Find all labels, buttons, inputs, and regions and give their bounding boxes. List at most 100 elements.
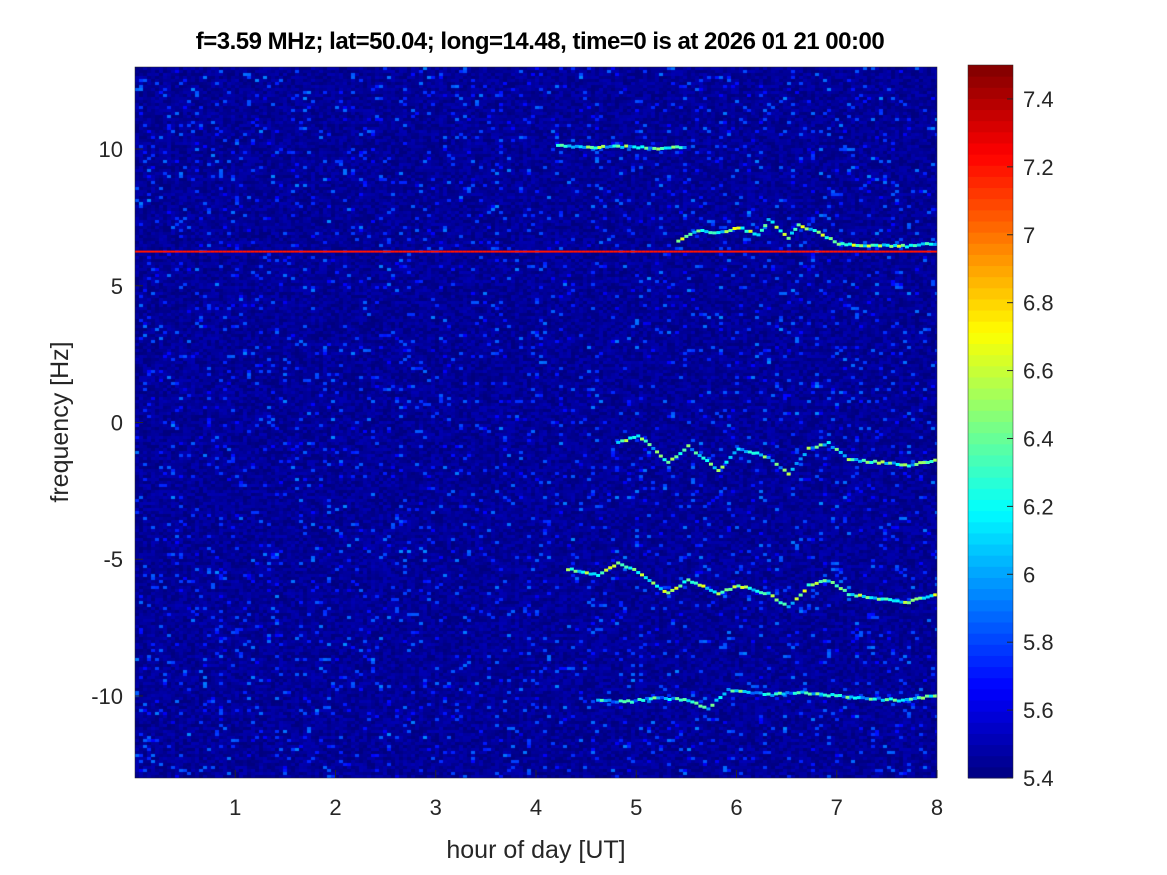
trace-cell <box>880 698 885 702</box>
y-tick-label: -5 <box>103 547 123 572</box>
trace-cell <box>640 573 645 577</box>
colorbar-step <box>968 109 1013 122</box>
trace-cell <box>601 250 606 253</box>
trace-cell <box>633 699 638 703</box>
trace-cell <box>744 229 749 233</box>
trace-cell <box>574 144 579 148</box>
trace-cell <box>628 144 633 148</box>
trace-cell <box>675 145 680 149</box>
trace-cell <box>378 250 383 253</box>
trace-cell <box>666 591 671 595</box>
trace-cell <box>334 250 339 253</box>
trace-cell <box>198 250 203 253</box>
trace-cell <box>821 250 826 253</box>
trace-cell <box>632 567 637 571</box>
trace-cell <box>206 250 211 253</box>
colorbar-step <box>968 633 1013 645</box>
trace-cell <box>751 451 756 455</box>
trace-cell <box>826 579 831 583</box>
trace-cell <box>807 692 812 696</box>
trace-cell <box>914 462 919 466</box>
trace-cell <box>698 704 703 708</box>
trace-cell <box>608 145 613 149</box>
trace-cell <box>736 584 741 588</box>
trace-cell <box>850 593 855 597</box>
trace-cell <box>834 447 839 451</box>
trace-cell <box>878 244 883 248</box>
trace-cell <box>770 594 775 598</box>
trace-cell <box>678 452 683 456</box>
trace-cell <box>648 697 653 701</box>
trace-cell <box>684 234 689 238</box>
trace-cell <box>790 467 795 471</box>
trace-cell <box>636 434 641 438</box>
trace-cell <box>154 250 159 253</box>
trace-cell <box>917 250 922 253</box>
trace-cell <box>849 695 854 699</box>
trace-cell <box>884 698 889 702</box>
trace-cell <box>230 250 235 253</box>
trace-cell <box>310 250 315 253</box>
trace-cell <box>663 146 668 150</box>
trace-cell <box>434 250 439 253</box>
traces-layer <box>135 143 938 711</box>
colorbar-tick-label: 5.6 <box>1023 698 1054 723</box>
x-tick-label: 4 <box>530 795 542 820</box>
trace-cell <box>732 451 737 455</box>
colorbar-frame <box>967 64 1014 779</box>
trace-cell <box>545 250 550 253</box>
trace-cell <box>382 250 387 253</box>
trace-cell <box>655 584 660 588</box>
trace-cell <box>632 435 637 439</box>
trace-cell <box>921 250 926 253</box>
trace-cell <box>749 250 754 253</box>
trace-cell <box>885 243 890 247</box>
colorbar-step <box>968 243 1013 255</box>
trace-cell <box>765 250 770 253</box>
trace-cell <box>860 696 865 700</box>
trace-cell <box>855 244 860 248</box>
trace-cell <box>873 250 878 253</box>
trace-cell <box>618 699 623 703</box>
trace-cell <box>567 144 572 148</box>
trace-cell <box>896 699 901 703</box>
trace-cell <box>625 250 630 253</box>
trace-cell <box>694 701 699 705</box>
x-tick-label: 1 <box>229 795 241 820</box>
trace-cell <box>786 236 791 240</box>
trace-cell <box>914 597 919 601</box>
trace-cell <box>782 602 787 606</box>
trace-cell <box>881 243 886 247</box>
trace-cell <box>682 145 687 149</box>
trace-cell <box>278 250 283 253</box>
trace-cell <box>170 250 175 253</box>
trace-cell <box>522 250 527 253</box>
trace-cell <box>916 696 921 700</box>
trace-cell <box>842 588 847 592</box>
trace-cell <box>874 243 879 247</box>
trace-cell <box>282 250 287 253</box>
trace-cell <box>895 599 900 603</box>
trace-cell <box>802 589 807 593</box>
colorbar-step <box>968 276 1013 289</box>
trace-cell <box>838 450 843 454</box>
trace-cell <box>693 250 698 253</box>
trace-cell <box>920 696 925 700</box>
trace-cell <box>651 446 656 450</box>
trace-cell <box>702 705 707 709</box>
trace-cell <box>774 225 779 229</box>
trace-cell <box>667 146 672 150</box>
trace-cell <box>597 145 602 149</box>
trace-cell <box>770 220 775 224</box>
trace-cell <box>794 597 799 601</box>
trace-cell <box>629 250 634 253</box>
colorbar-tick-label: 7.4 <box>1023 87 1054 112</box>
colorbar-step <box>968 599 1013 612</box>
trace-cell <box>901 250 906 253</box>
trace-cell <box>604 145 609 149</box>
trace-cell <box>830 445 835 449</box>
trace-cell <box>722 692 727 696</box>
trace-cell <box>622 700 627 704</box>
trace-cell <box>732 227 737 231</box>
trace-cell <box>811 692 816 696</box>
